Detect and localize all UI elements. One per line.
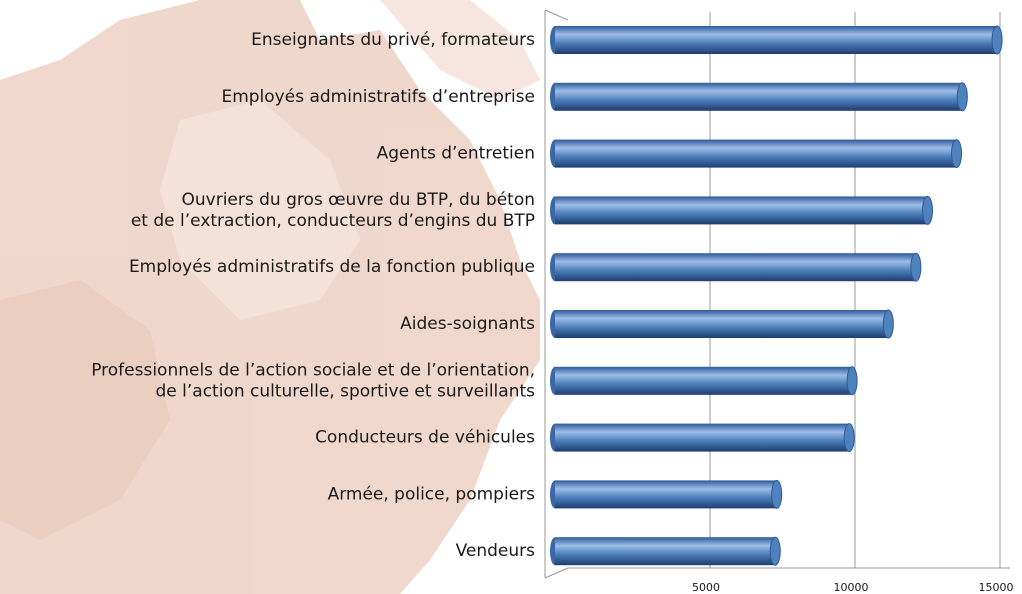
bar-base-fill (555, 82, 565, 111)
bar (565, 253, 916, 282)
x-tick-label: 15000 (979, 581, 1014, 594)
label-line: Aides-soignants (400, 314, 535, 334)
bar-base-fill (555, 366, 565, 395)
y-tick-label: Aides-soignants (400, 314, 535, 334)
bar-base-fill (555, 196, 565, 225)
label-line: Ouvriers du gros œuvre du BTP, du béton (181, 190, 535, 210)
bar-base-fill (555, 480, 565, 509)
bar (565, 139, 957, 168)
label-line: Armée, police, pompiers (328, 484, 536, 504)
bar-cap (951, 139, 962, 169)
y-tick-label: Enseignants du privé, formateurs (251, 30, 535, 50)
bar (565, 366, 853, 395)
label-line: et de l’extraction, conducteurs d’engins… (131, 211, 535, 231)
y-tick-label: Vendeurs (456, 541, 536, 561)
bar (565, 423, 850, 452)
bar-base-fill (555, 139, 565, 168)
label-line: Agents d’entretien (377, 144, 535, 164)
bar-base-fill (555, 537, 565, 566)
bar (565, 82, 963, 111)
label-line: Employés administratifs de la fonction p… (129, 257, 535, 277)
bar-cap (846, 366, 858, 396)
bar-base-fill (555, 26, 565, 54)
label-line: Vendeurs (456, 541, 536, 561)
y-tick-label: Conducteurs de véhicules (315, 428, 535, 448)
bar (565, 310, 889, 338)
bar (565, 196, 928, 225)
label-line: de l’action culturelle, sportive et surv… (156, 381, 536, 401)
axis-floor (544, 567, 569, 579)
bar-cap (922, 195, 933, 225)
y-tick-label: Employés administratifs d’entreprise (221, 87, 535, 107)
bar (565, 26, 998, 54)
plot-frame (544, 9, 1010, 579)
y-tick-label: Ouvriers du gros œuvre du BTP, du béton e… (131, 190, 535, 231)
bar-cap (771, 479, 783, 509)
y-tick-label: Employés administratifs de la fonction p… (129, 257, 535, 277)
y-tick-label: Agents d’entretien (377, 144, 535, 164)
label-line: Enseignants du privé, formateurs (251, 30, 535, 50)
bar-cap (991, 25, 1003, 55)
axis-wall (544, 9, 569, 21)
x-tick-label: 5000 (692, 581, 720, 594)
y-tick-label: Armée, police, pompiers (328, 484, 536, 504)
x-tick-label: 10000 (834, 581, 869, 594)
bar (565, 537, 776, 566)
label-line: Professionnels de l’action sociale et de… (91, 360, 535, 380)
bar (565, 480, 777, 509)
bar-cap (882, 309, 894, 339)
background-map (0, 0, 540, 594)
y-tick-label: Professionnels de l’action sociale et de… (91, 360, 535, 401)
bar-base-fill (555, 423, 565, 452)
label-line: Conducteurs de véhicules (315, 428, 535, 448)
bar-base-fill (555, 253, 565, 282)
bar-cap (910, 252, 922, 282)
bar-cap (843, 423, 855, 453)
bar-cap (956, 82, 968, 112)
bar-base-fill (555, 310, 565, 338)
label-line: Employés administratifs d’entreprise (221, 87, 535, 107)
bar-cap (769, 536, 781, 566)
